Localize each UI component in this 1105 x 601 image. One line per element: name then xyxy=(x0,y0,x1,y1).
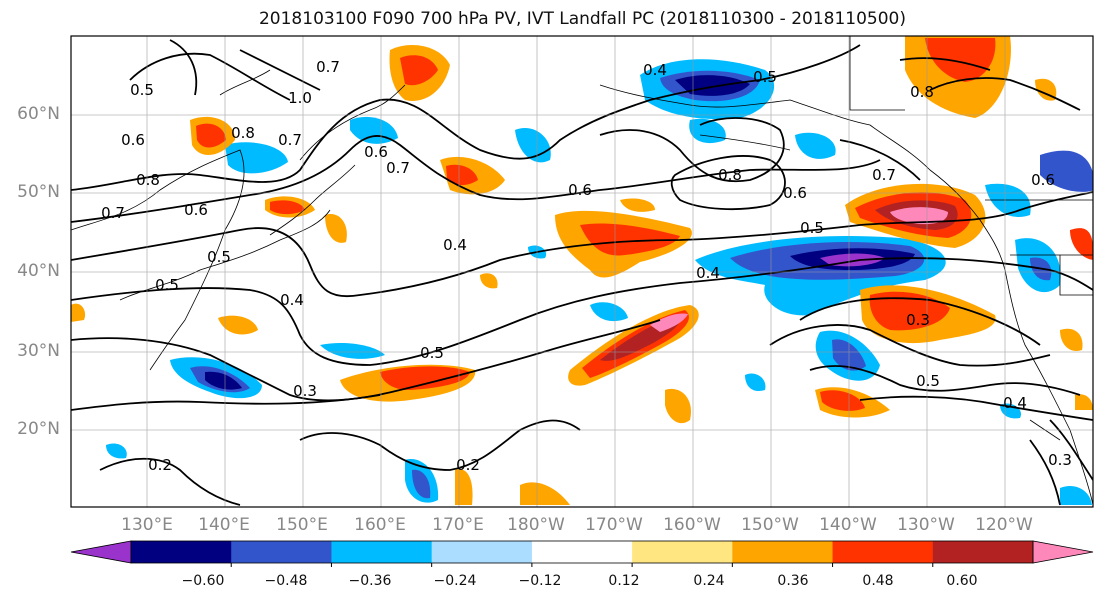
map-title: 2018103100 F090 700 hPa PV, IVT Landfall… xyxy=(258,9,906,29)
lon-label: 130°W xyxy=(897,515,955,535)
colorbar-segment xyxy=(131,541,232,563)
contour-label: 0.6 xyxy=(568,181,592,199)
lon-label: 170°W xyxy=(585,515,643,535)
colorbar-tick-label: −0.60 xyxy=(181,573,225,589)
contour-label: 0.6 xyxy=(184,201,208,219)
contour-labels: 0.70.5 1.00.80.6 0.70.80.70.60.7 0.60.50.50… xyxy=(101,58,1072,474)
contour-label: 0.6 xyxy=(364,143,388,161)
lon-label: 160°W xyxy=(663,515,721,535)
colorbar-tick-label: −0.48 xyxy=(264,573,308,589)
graticule xyxy=(71,36,1093,507)
lat-label: 20°N xyxy=(17,419,60,439)
contour-label: 0.3 xyxy=(1048,451,1072,469)
contour-label: 0.4 xyxy=(443,236,467,254)
contour-label: 0.8 xyxy=(136,171,160,189)
lon-label: 140°E xyxy=(198,515,250,535)
colorbar-tick-label: −0.24 xyxy=(433,573,477,589)
negative-shading xyxy=(106,59,1093,505)
colorbar-tick-label: 0.24 xyxy=(693,573,725,589)
contour-label: 0.5 xyxy=(207,248,231,266)
colorbar-segment xyxy=(932,541,1034,563)
contour-label: 0.7 xyxy=(316,58,340,76)
colorbar-segment xyxy=(531,541,633,563)
contour-label: 0.8 xyxy=(718,166,742,184)
lon-label: 150°E xyxy=(276,515,328,535)
contour-label: 0.6 xyxy=(121,131,145,149)
lat-label: 40°N xyxy=(17,261,60,281)
colorbar-extend-high xyxy=(1032,540,1094,564)
contour-label: 0.4 xyxy=(696,264,720,282)
contour-label: 0.3 xyxy=(293,382,317,400)
contour-label: 0.7 xyxy=(872,166,896,184)
contour-label: 1.0 xyxy=(288,89,312,107)
contour-label: 0.6 xyxy=(783,184,807,202)
colorbar-tick-label: 0.12 xyxy=(608,573,640,589)
contour-label: 0.4 xyxy=(1003,394,1027,412)
colorbar-tick-label: −0.12 xyxy=(518,573,562,589)
colorbar-segment xyxy=(632,541,733,563)
contour-label: 0.4 xyxy=(643,61,667,79)
lat-label: 50°N xyxy=(17,182,60,202)
contour-label: 0.7 xyxy=(278,131,302,149)
map-frame xyxy=(70,35,1094,508)
colorbar-tick-label: 0.36 xyxy=(777,573,809,589)
contour-label: 0.7 xyxy=(386,159,410,177)
colorbar-tick-label: −0.36 xyxy=(348,573,392,589)
colorbar-segment xyxy=(231,541,332,563)
colorbar-segment xyxy=(832,541,934,563)
lon-label: 150°W xyxy=(741,515,799,535)
colorbar-tick-label: 0.48 xyxy=(862,573,894,589)
contour-label: 0.5 xyxy=(753,68,777,86)
lat-label: 30°N xyxy=(17,341,60,361)
contour-label: 0.5 xyxy=(155,276,179,294)
colorbar xyxy=(70,540,1094,567)
contour-label: 0.4 xyxy=(280,291,304,309)
lon-label: 180°W xyxy=(507,515,565,535)
contour-label: 0.5 xyxy=(916,372,940,390)
lon-label: 160°E xyxy=(354,515,406,535)
contour-label: 0.8 xyxy=(231,124,255,142)
lon-label: 170°E xyxy=(432,515,484,535)
contour-label: 0.3 xyxy=(906,311,930,329)
contour-label: 0.5 xyxy=(420,344,444,362)
colorbar-segment xyxy=(732,541,834,563)
colorbar-tick-label: 0.60 xyxy=(946,573,978,589)
colorbar-frame xyxy=(130,540,1034,564)
colorbar-extend-low xyxy=(70,540,132,564)
pv-shading xyxy=(71,36,1093,505)
contour-label: 0.5 xyxy=(800,219,824,237)
coastlines xyxy=(71,36,1093,506)
contour-label: 0.6 xyxy=(1031,171,1055,189)
colorbar-segment xyxy=(331,541,433,563)
contour-label: 0.2 xyxy=(148,456,172,474)
pv-contours xyxy=(71,39,1093,506)
contour-label: 0.8 xyxy=(910,83,934,101)
lon-label: 140°W xyxy=(819,515,877,535)
contour-label: 0.7 xyxy=(101,204,125,222)
positive-shading xyxy=(71,36,1093,505)
colorbar-segment xyxy=(431,541,533,563)
lat-label: 60°N xyxy=(17,104,60,124)
contour-label: 0.2 xyxy=(456,456,480,474)
lon-label: 120°W xyxy=(975,515,1033,535)
contour-label: 0.5 xyxy=(130,81,154,99)
lon-label: 130°E xyxy=(121,515,173,535)
